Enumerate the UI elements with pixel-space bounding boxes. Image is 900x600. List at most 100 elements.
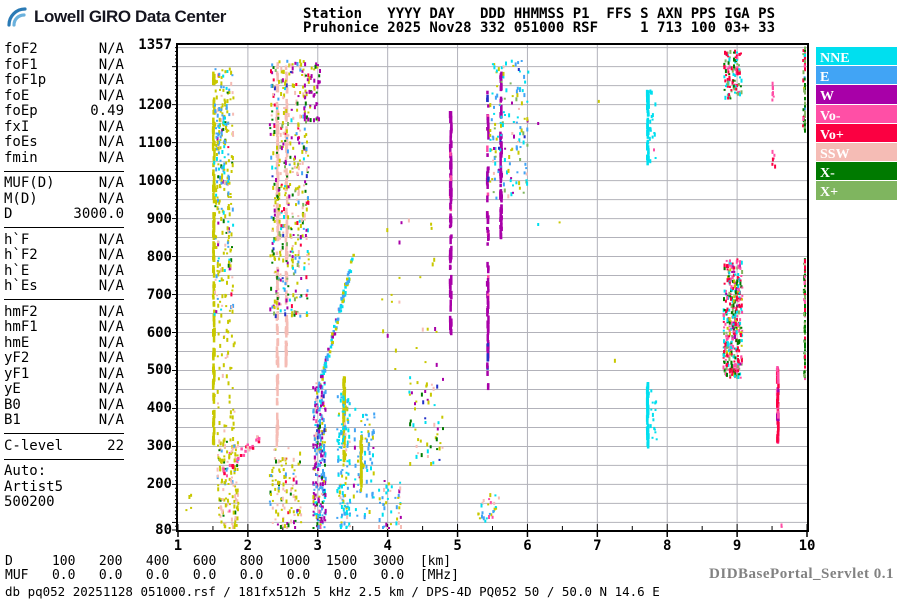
param-label: fxI bbox=[4, 118, 30, 135]
param-row: h`F2 N/A bbox=[4, 247, 124, 264]
y-tick-label: 1357 bbox=[138, 37, 172, 53]
param-row: hmF2 N/A bbox=[4, 303, 124, 321]
param-value: N/A bbox=[98, 175, 124, 191]
param-value: N/A bbox=[98, 319, 124, 335]
param-row: hmF1 N/A bbox=[4, 319, 124, 336]
legend-item-w: W bbox=[816, 85, 897, 104]
param-value: N/A bbox=[98, 350, 124, 366]
param-value: N/A bbox=[98, 381, 124, 397]
param-row: M(D) N/A bbox=[4, 190, 124, 208]
ionogram-scatter bbox=[172, 45, 808, 537]
param-value: N/A bbox=[98, 278, 124, 294]
legend-item-vominus: Vo- bbox=[816, 104, 897, 124]
y-tick-label: 800 bbox=[146, 248, 172, 265]
header-line1: Station YYYY DAY DDD HHMMSS P1 FFS S AXN… bbox=[303, 6, 776, 22]
param-group: hmF2 N/A hmF1 N/A hmE N/A yF2 N/A yF1 N/A yE N/A B0 N… bbox=[4, 303, 124, 429]
d-scale-row: D 100 200 400 600 800 1000 1500 3000 [km… bbox=[5, 554, 452, 569]
x-tick-label: 6 bbox=[523, 538, 532, 554]
param-label: B0 bbox=[4, 396, 21, 413]
y-tick-label: 200 bbox=[146, 476, 172, 493]
logo: Lowell GIRO Data Center bbox=[6, 4, 226, 30]
param-row: foEp 0.49 bbox=[4, 103, 124, 120]
param-value: N/A bbox=[98, 412, 124, 428]
x-tick-label: 1 bbox=[173, 538, 183, 554]
y-tick-label: 400 bbox=[146, 400, 172, 417]
param-value: N/A bbox=[98, 262, 124, 279]
y-tick-label: 700 bbox=[146, 286, 172, 303]
param-row: yE N/A bbox=[4, 381, 124, 398]
legend-label: X- bbox=[820, 166, 835, 182]
param-group: MUF(D) N/A M(D) N/A D 3000.0 bbox=[4, 175, 124, 223]
param-label: yE bbox=[4, 381, 21, 397]
param-row: C-level 22 bbox=[4, 437, 124, 455]
param-group: h`F N/A h`F2 N/A h`E N/A h`Es N/A bbox=[4, 231, 124, 295]
param-group: C-level 22 bbox=[4, 437, 124, 455]
ionogram-plot bbox=[172, 43, 809, 537]
panel-divider bbox=[4, 433, 124, 434]
param-value: 22 bbox=[107, 437, 124, 454]
x-tick-label: 3 bbox=[313, 538, 322, 554]
param-label: foEs bbox=[4, 134, 38, 150]
param-row: h`F N/A bbox=[4, 231, 124, 249]
param-label: D bbox=[4, 206, 13, 222]
auto-block-text: Artist5 bbox=[4, 478, 64, 495]
param-value: N/A bbox=[98, 396, 124, 413]
x-tick-label: 8 bbox=[663, 538, 672, 554]
auto-block-text: Auto: bbox=[4, 463, 47, 479]
logo-text: Lowell GIRO Data Center bbox=[34, 7, 227, 26]
header-line2: Pruhonice 2025 Nov28 332 051000 RSF 1 71… bbox=[303, 20, 776, 36]
param-label: h`F2 bbox=[4, 247, 38, 263]
param-value: N/A bbox=[98, 118, 124, 135]
x-tick-label: 5 bbox=[453, 538, 462, 554]
param-label: hmE bbox=[4, 334, 30, 351]
param-row: MUF(D) N/A bbox=[4, 175, 124, 192]
x-tick-label: 9 bbox=[732, 538, 742, 554]
param-row: foE N/A bbox=[4, 87, 124, 105]
param-group: foF2 N/A foF1 N/A foF1p N/A foE N/A foEp 0.49 fxI N… bbox=[4, 41, 124, 166]
y-tick-label: 300 bbox=[146, 438, 172, 455]
status-line: db pq052 20251128 051000.rsf / 181fx512h… bbox=[5, 584, 660, 599]
param-label: M(D) bbox=[4, 190, 38, 207]
param-label: h`Es bbox=[4, 278, 38, 294]
auto-block-line: 500200 bbox=[4, 494, 124, 511]
param-value: 3000.0 bbox=[73, 206, 124, 222]
legend-label: NNE bbox=[820, 51, 850, 66]
param-value: N/A bbox=[98, 231, 124, 248]
param-row: yF2 N/A bbox=[4, 350, 124, 367]
param-row: foF1 N/A bbox=[4, 57, 124, 74]
muf-scale-row: MUF 0.0 0.0 0.0 0.0 0.0 0.0 0.0 0.0 [MHz… bbox=[5, 568, 459, 583]
legend-label: SSW bbox=[820, 147, 850, 162]
y-tick-label: 1000 bbox=[138, 172, 172, 189]
param-row: foEs N/A bbox=[4, 134, 124, 151]
panel-divider bbox=[4, 299, 124, 300]
param-value: N/A bbox=[98, 365, 124, 382]
x-tick-label: 7 bbox=[593, 538, 602, 554]
y-tick-label: 500 bbox=[146, 362, 172, 379]
param-label: yF1 bbox=[4, 365, 30, 382]
x-tick-label: 4 bbox=[383, 538, 392, 554]
param-value: N/A bbox=[98, 247, 124, 263]
y-tick-label: 600 bbox=[146, 324, 172, 341]
param-value: N/A bbox=[98, 87, 124, 104]
param-label: foE bbox=[4, 87, 30, 104]
param-row: yF1 N/A bbox=[4, 365, 124, 383]
param-value: N/A bbox=[98, 149, 124, 166]
param-label: hmF2 bbox=[4, 303, 38, 320]
giro-wave-icon bbox=[7, 7, 27, 27]
param-label: h`F bbox=[4, 231, 30, 248]
x-tick-label: 10 bbox=[798, 538, 816, 554]
param-row: h`E N/A bbox=[4, 262, 124, 280]
param-row: hmE N/A bbox=[4, 334, 124, 352]
param-value: N/A bbox=[98, 334, 124, 351]
legend-item-e: E bbox=[816, 66, 897, 85]
x-tick-label: 2 bbox=[243, 538, 253, 554]
param-row: B1 N/A bbox=[4, 412, 124, 429]
param-label: foEp bbox=[4, 103, 38, 119]
parameter-panel: foF2 N/A foF1 N/A foF1p N/A foE N/A foEp 0.49 fxI N… bbox=[4, 41, 124, 511]
legend-label: Vo+ bbox=[820, 127, 844, 143]
param-label: yF2 bbox=[4, 350, 30, 366]
param-row: D 3000.0 bbox=[4, 206, 124, 223]
param-row: fxI N/A bbox=[4, 118, 124, 136]
auto-block-text: 500200 bbox=[4, 494, 55, 510]
legend-item-xminus: X- bbox=[816, 162, 897, 182]
